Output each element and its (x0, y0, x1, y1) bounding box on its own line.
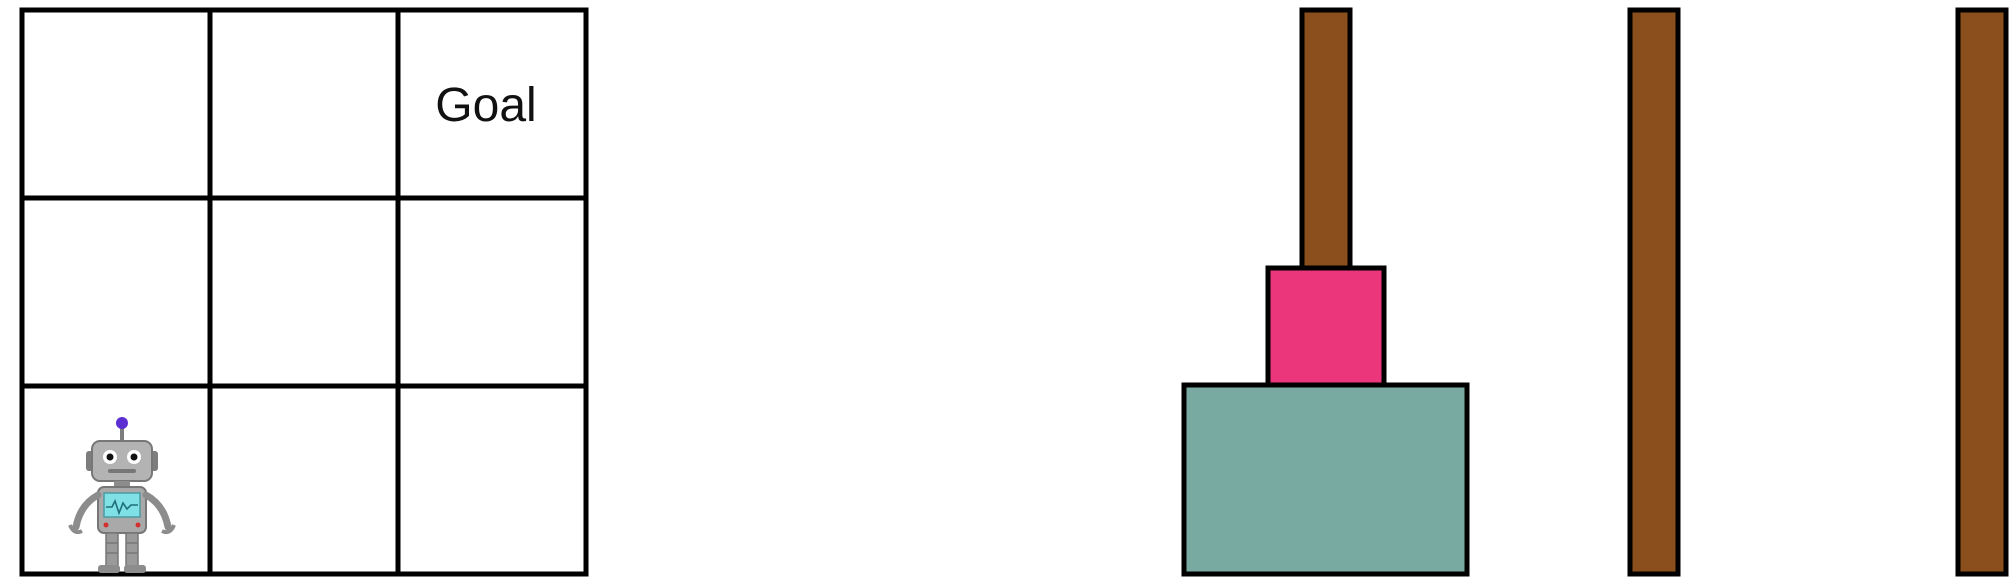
peg-2 (1627, 7, 1681, 577)
robot-icon (68, 417, 176, 573)
tower-puzzle (1181, 7, 2009, 577)
robot-antenna-tip (116, 417, 128, 429)
disk-small (1265, 265, 1387, 389)
goal-label: Goal (435, 79, 536, 132)
disk-large (1181, 382, 1470, 577)
peg-3 (1955, 7, 2009, 577)
grid-world: Goal (19, 7, 589, 577)
robot-head (91, 440, 153, 482)
